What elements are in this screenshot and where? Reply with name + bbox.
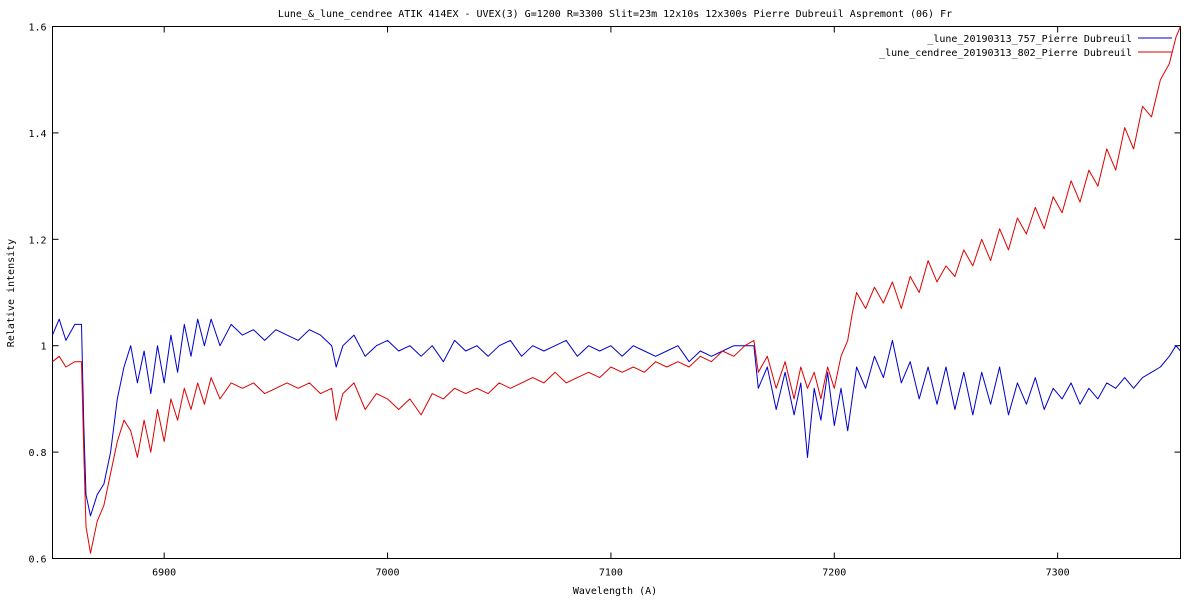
x-tick-label: 6900 [152,568,176,579]
x-tick-label: 7100 [599,568,623,579]
legend-label: _lune_cendree_20190313_802_Pierre Dubreu… [879,48,1132,59]
series-layer [52,26,1181,554]
y-tick-label: 0.8 [28,448,46,459]
y-tick-label: 1 [40,342,46,353]
x-tick-label: 7300 [1046,568,1070,579]
y-tick-label: 1.6 [28,23,46,34]
y-tick-label: 0.6 [28,555,46,566]
x-axis: 6900 7000 7100 7200 7300 [152,26,1070,579]
x-axis-label: Wavelength (A) [573,586,657,597]
chart-title: Lune_&_lune_cendree ATIK 414EX - UVEX(3)… [278,9,952,20]
y-tick-label: 1.2 [28,235,46,246]
plot-frame [52,26,1181,559]
x-tick-label: 7000 [376,568,400,579]
y-tick-label: 1.4 [28,129,46,140]
legend-label: _lune_20190313_757_Pierre Dubreuil [927,34,1132,45]
x-tick-label: 7200 [822,568,846,579]
series-line-1 [52,318,1181,517]
y-axis: 0.6 0.8 1 1.2 1.4 1.6 [28,23,1181,566]
legend: _lune_20190313_757_Pierre Dubreuil _lune_… [879,34,1172,59]
y-axis-label: Relative intensity [6,239,17,347]
series-line-2 [52,26,1181,554]
